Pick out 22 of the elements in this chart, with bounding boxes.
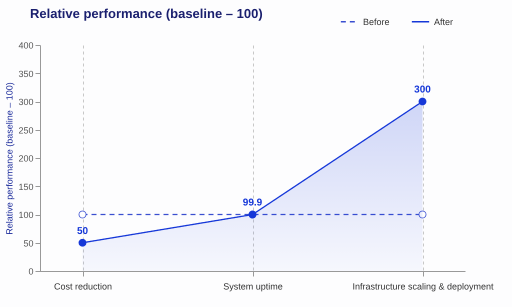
x-tick-label: Cost reduction [54,282,112,292]
y-tick-label: 0 [28,266,34,276]
y-tick-label: 250 [18,125,34,136]
chart-title: Relative performance (baseline – 100) [30,6,263,21]
y-tick-label: 150 [18,182,34,192]
legend-label: After [434,16,454,27]
legend-label: Before [363,16,390,27]
point [78,238,86,247]
y-axis-title: Relative performance (baseline – 100) [4,82,14,235]
data-label: 300 [414,84,432,96]
point [418,98,426,106]
y-tick-label: 350 [18,68,34,79]
y-tick-label: 400 [18,40,34,50]
y-tick-label: 300 [18,97,34,107]
y-tick-label: 50 [23,238,34,248]
data-label: 50 [76,226,88,237]
x-tick-label: System uptime [223,282,283,292]
y-tick-label: 100 [18,210,34,220]
point [78,210,86,218]
x-tick-label: Infrastructure scaling & deployment [352,282,494,292]
y-tick-label: 200 [18,154,34,164]
data-label: 99.9 [242,198,263,209]
